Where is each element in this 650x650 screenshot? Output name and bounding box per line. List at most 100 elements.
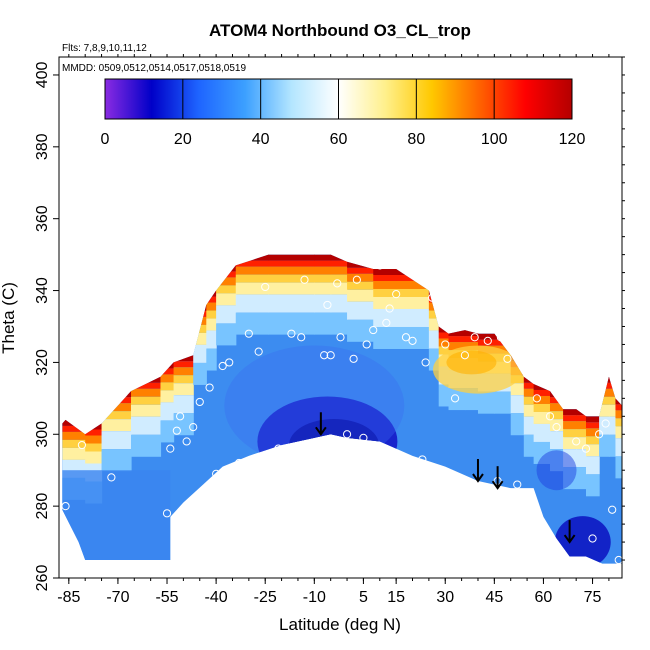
field-band (428, 302, 440, 311)
sample-points (61, 261, 622, 568)
field-band (268, 260, 315, 267)
sample-point (601, 419, 610, 428)
field-band (373, 296, 397, 309)
field-band (615, 404, 622, 411)
field-band (330, 254, 348, 261)
sample-point (572, 437, 581, 446)
field-band (615, 456, 622, 479)
field-band (101, 419, 132, 432)
sample-point (254, 347, 263, 356)
field-band (608, 434, 617, 457)
field-band (314, 274, 332, 283)
field-band (62, 459, 67, 478)
y-tick-label: 360 (34, 205, 51, 232)
field-band (428, 348, 440, 371)
field-band (576, 409, 587, 416)
field-band (131, 376, 162, 383)
sample-point (218, 361, 227, 371)
field-band (206, 290, 217, 297)
field-band (131, 416, 162, 435)
field-band (448, 336, 466, 343)
field-band (549, 397, 564, 404)
field-band (599, 396, 610, 405)
field-band (235, 274, 270, 283)
field-band (396, 280, 430, 289)
field-band (608, 382, 617, 389)
field-band (347, 319, 374, 342)
field-band (347, 267, 374, 274)
sample-point (513, 480, 522, 489)
sample-point (162, 509, 172, 518)
field-band (65, 431, 86, 440)
colorbar-tick-label: 100 (481, 131, 508, 148)
field-band (608, 404, 617, 417)
field-band (131, 388, 162, 397)
sample-point (545, 412, 555, 421)
field-band (608, 416, 617, 435)
field-band (206, 296, 217, 303)
sample-point (441, 340, 450, 349)
field-band (510, 413, 525, 436)
sample-point (349, 354, 358, 363)
x-tick-label: 5 (359, 589, 368, 606)
colorbar-tick-label: 60 (330, 131, 348, 148)
field-band (549, 431, 564, 450)
x-tick-label: 30 (436, 589, 454, 606)
sample-point (261, 282, 270, 292)
sample-point (522, 502, 532, 511)
field-band (428, 330, 440, 349)
field-band (523, 404, 535, 417)
field-band (576, 421, 587, 430)
sample-point (392, 290, 401, 299)
field-band (549, 411, 564, 420)
sample-point (581, 444, 591, 453)
sample-point (562, 555, 571, 565)
sample-point (594, 430, 604, 439)
sample-point (477, 484, 486, 493)
x-tick-label: -25 (254, 589, 277, 606)
field-band (510, 395, 525, 414)
field-band (608, 396, 617, 405)
field-band (160, 368, 175, 375)
field-band (173, 361, 194, 368)
field-band (62, 447, 67, 460)
field-band (373, 274, 397, 281)
field-band (330, 312, 348, 335)
field-band (563, 415, 577, 422)
x-tick-label: -55 (155, 589, 178, 606)
y-tick-label: 400 (34, 62, 51, 89)
sample-point (182, 437, 191, 446)
field-band (193, 310, 207, 317)
field-band (85, 443, 103, 452)
field-band (62, 431, 67, 440)
sample-point (614, 555, 622, 565)
field-band (599, 434, 610, 457)
sample-point (552, 422, 561, 432)
field-band (206, 348, 217, 371)
field-band (330, 266, 348, 275)
field-band (523, 376, 535, 383)
sample-point (359, 433, 368, 442)
sample-point (529, 541, 538, 550)
field-band (373, 308, 397, 327)
y-tick-label: 260 (34, 565, 51, 592)
sample-point (313, 437, 322, 446)
sample-point (225, 358, 234, 367)
field-band (235, 312, 270, 335)
field-band (428, 296, 440, 303)
field-band (428, 290, 440, 297)
field-band (428, 310, 440, 319)
north-mid-core (536, 450, 577, 491)
field-band (62, 439, 67, 448)
sample-point (450, 394, 460, 403)
field-band (101, 431, 132, 450)
sample-point (539, 559, 548, 568)
field-band (216, 305, 237, 324)
field-band (533, 403, 551, 412)
field-band (314, 294, 332, 313)
field-band (235, 260, 270, 267)
field-band (477, 339, 495, 346)
field-band (101, 411, 132, 420)
field-band (523, 382, 535, 389)
field-band (101, 449, 132, 472)
